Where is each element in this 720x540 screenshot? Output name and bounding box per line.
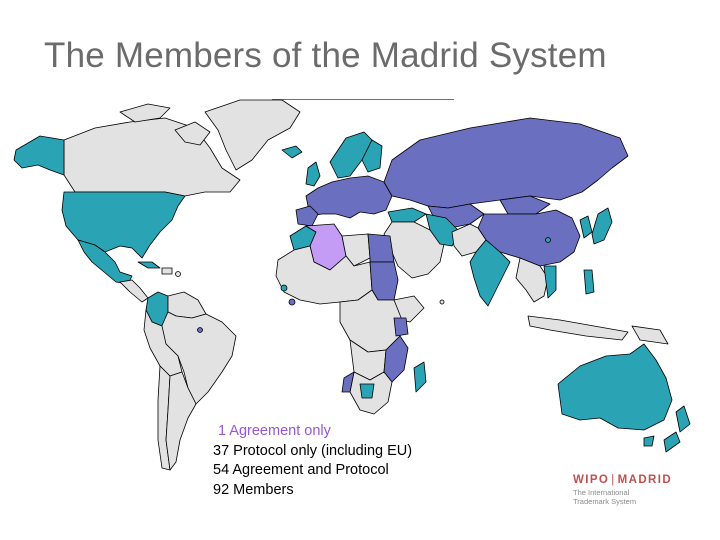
region-iberia [295,205,319,227]
region-vietnam [543,265,557,299]
region-australia [557,343,673,431]
page-title: The Members of the Madrid System [44,36,607,75]
region-iceland [281,145,303,159]
region-botswana [359,383,375,399]
region-korea [579,215,593,239]
legend-protocol-only: 37 Protocol only (including EU) [213,442,413,459]
region-argentina [165,371,197,471]
region-caribbean [161,267,173,275]
region-island-5 [545,237,551,243]
region-uk [305,161,321,187]
region-baffin [174,121,211,146]
region-horn [393,295,425,323]
region-island-4 [175,271,181,277]
region-egypt [367,233,395,263]
wipo-madrid-logo: WIPO | MADRID The International Trademark … [573,474,693,514]
logo-subtitle: The International Trademark System [573,488,693,506]
region-new-zealand-south [663,431,681,453]
region-cuba [137,261,161,269]
region-indonesia [527,315,629,341]
region-madagascar [413,361,427,393]
legend-agreement-and-protocol: 54 Agreement and Protocol [213,462,389,478]
logo-wipo: WIPO [573,474,610,486]
region-island-3 [197,327,203,333]
map-legend: 1 Agreement only 37 Protocol only (inclu… [213,422,412,500]
region-alaska [13,135,65,176]
logo-line-1: The International [573,488,630,497]
region-greenland [204,99,301,171]
region-india [469,239,511,307]
region-papua [631,325,669,345]
region-island-1 [280,284,288,292]
title-divider [272,99,454,100]
region-japan [591,207,613,245]
region-se-asia [515,257,549,303]
region-new-zealand [675,405,691,433]
region-usa [61,191,186,259]
legend-agreement-only: 1 Agreement only [218,423,331,439]
region-central-america [119,279,149,303]
logo-line-2: Trademark System [573,497,637,506]
region-canada [63,117,241,197]
region-mongolia [499,195,551,215]
legend-members: 92 Members [213,481,294,498]
region-europe [305,175,393,219]
region-venezuela [167,291,207,319]
region-russia [383,117,629,209]
logo-madrid: MADRID [617,474,673,486]
region-kenya [393,317,409,337]
region-island-2 [288,298,296,306]
region-finland [361,139,383,173]
region-namibia [341,371,355,393]
region-philippines [583,269,595,295]
region-canada-islands [119,103,171,123]
region-tasmania [643,435,655,447]
region-iran [425,213,461,247]
region-libya [341,233,371,267]
logo-separator: | [611,474,616,486]
region-island-6 [439,299,445,305]
region-turkey [387,207,427,223]
